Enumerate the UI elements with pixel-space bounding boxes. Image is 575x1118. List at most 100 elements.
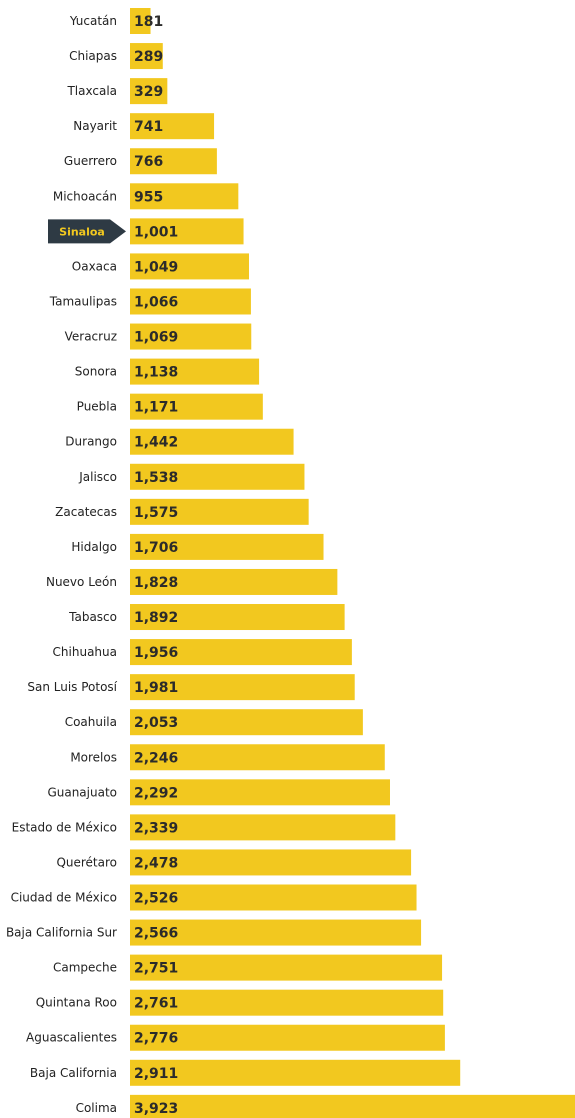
bar-row: 1,049 Oaxaca [72, 253, 249, 280]
bar-row: 766 Guerrero [64, 148, 217, 175]
value-label: 1,066 [134, 294, 178, 310]
bar [130, 498, 309, 525]
bar-row: 2,776 Aguascalientes [26, 1024, 445, 1051]
value-label: 181 [134, 14, 163, 30]
category-label: Guerrero [64, 154, 117, 168]
bar-row: 181 Yucatán [69, 8, 163, 34]
value-label: 2,566 [134, 926, 178, 942]
value-label: 1,981 [134, 680, 178, 696]
value-label: 2,526 [134, 891, 178, 907]
category-label: Chiapas [69, 49, 117, 63]
category-label: Sonora [75, 365, 117, 379]
category-label: Tamaulipas [49, 294, 117, 308]
category-label: Coahuila [65, 715, 117, 729]
category-label: Estado de México [12, 820, 117, 834]
value-label: 329 [134, 84, 163, 100]
value-label: 1,049 [134, 259, 178, 275]
bar [130, 779, 390, 806]
bar [130, 358, 260, 385]
bar [130, 183, 239, 210]
value-label: 1,538 [134, 470, 178, 486]
bar-row: 1,001 Sinaloa [48, 218, 244, 245]
value-label: 1,956 [134, 645, 178, 661]
bar [130, 639, 352, 666]
bar-row: 329 Tlaxcala [66, 78, 168, 105]
category-label: Baja California Sur [6, 926, 117, 940]
bar [130, 674, 355, 701]
value-label: 1,171 [134, 400, 178, 416]
bar [130, 113, 215, 140]
value-label: 1,828 [134, 575, 178, 591]
bar-row: 1,956 Chihuahua [53, 639, 352, 666]
bar-row: 1,069 Veracruz [65, 323, 252, 350]
category-label: Zacatecas [55, 505, 117, 519]
value-label: 289 [134, 49, 163, 65]
bar-row: 2,751 Campeche [53, 954, 443, 981]
bar-row: 1,575 Zacatecas [55, 498, 309, 525]
value-label: 1,706 [134, 540, 178, 556]
bar [130, 954, 443, 981]
bar [130, 884, 417, 911]
value-label: 2,246 [134, 750, 178, 766]
bar [130, 814, 396, 841]
bar-row: 1,538 Jalisco [78, 463, 305, 490]
category-label: San Luis Potosí [27, 680, 117, 694]
bar-row: 2,053 Coahuila [65, 709, 363, 736]
bar-row: 1,706 Hidalgo [71, 533, 324, 560]
category-label: Hidalgo [71, 540, 117, 554]
bar [130, 1094, 575, 1118]
value-label: 2,478 [134, 855, 178, 871]
value-label: 2,292 [134, 785, 178, 801]
value-label: 1,001 [134, 224, 178, 240]
value-label: 1,138 [134, 365, 178, 381]
value-label: 766 [134, 154, 163, 170]
bar-row: 2,761 Quintana Roo [36, 989, 444, 1016]
bar [130, 849, 412, 876]
bar [130, 533, 324, 560]
highlight-label: Sinaloa [59, 225, 105, 238]
bar [130, 744, 385, 771]
bar [130, 218, 244, 245]
category-label: Baja California [30, 1066, 117, 1080]
bar [130, 43, 163, 70]
bar [130, 919, 422, 946]
category-label: Nuevo León [46, 575, 117, 589]
bar-row: 3,923 Colima [76, 1094, 575, 1118]
category-label: Veracruz [65, 330, 117, 344]
value-label: 1,892 [134, 610, 178, 626]
bar-row: 2,478 Querétaro [56, 849, 412, 876]
bar-row: 1,828 Nuevo León [46, 568, 338, 595]
value-label: 3,923 [134, 1101, 178, 1117]
value-label: 1,069 [134, 330, 178, 346]
category-label: Guanajuato [47, 785, 117, 799]
bar-row: 955 Michoacán [53, 183, 239, 210]
bar [130, 78, 168, 105]
bar [130, 709, 363, 736]
bar-row: 2,911 Baja California [30, 1059, 461, 1086]
value-label: 2,339 [134, 820, 178, 836]
value-label: 1,575 [134, 505, 178, 521]
highlight-arrow [48, 219, 126, 244]
bar-row: 2,339 Estado de México [12, 814, 396, 841]
value-label: 2,911 [134, 1066, 178, 1082]
value-label: 2,053 [134, 715, 178, 731]
bar [130, 253, 249, 280]
bar [130, 463, 305, 490]
category-label: Oaxaca [72, 259, 117, 273]
bar-row: 1,981 San Luis Potosí [27, 674, 355, 701]
bar [130, 1024, 445, 1051]
bar-row: 2,566 Baja California Sur [6, 919, 422, 946]
bar [130, 428, 294, 455]
bar [130, 288, 251, 315]
bar-row: 1,066 Tamaulipas [49, 288, 251, 315]
value-label: 1,442 [134, 435, 178, 451]
category-label: Aguascalientes [26, 1031, 117, 1045]
category-label: Nayarit [73, 119, 117, 133]
value-label: 955 [134, 189, 163, 205]
category-label: Yucatán [69, 14, 117, 28]
category-label: Jalisco [78, 470, 117, 484]
category-label: Ciudad de México [11, 891, 117, 905]
category-label: Colima [76, 1101, 117, 1115]
bar [130, 148, 217, 175]
